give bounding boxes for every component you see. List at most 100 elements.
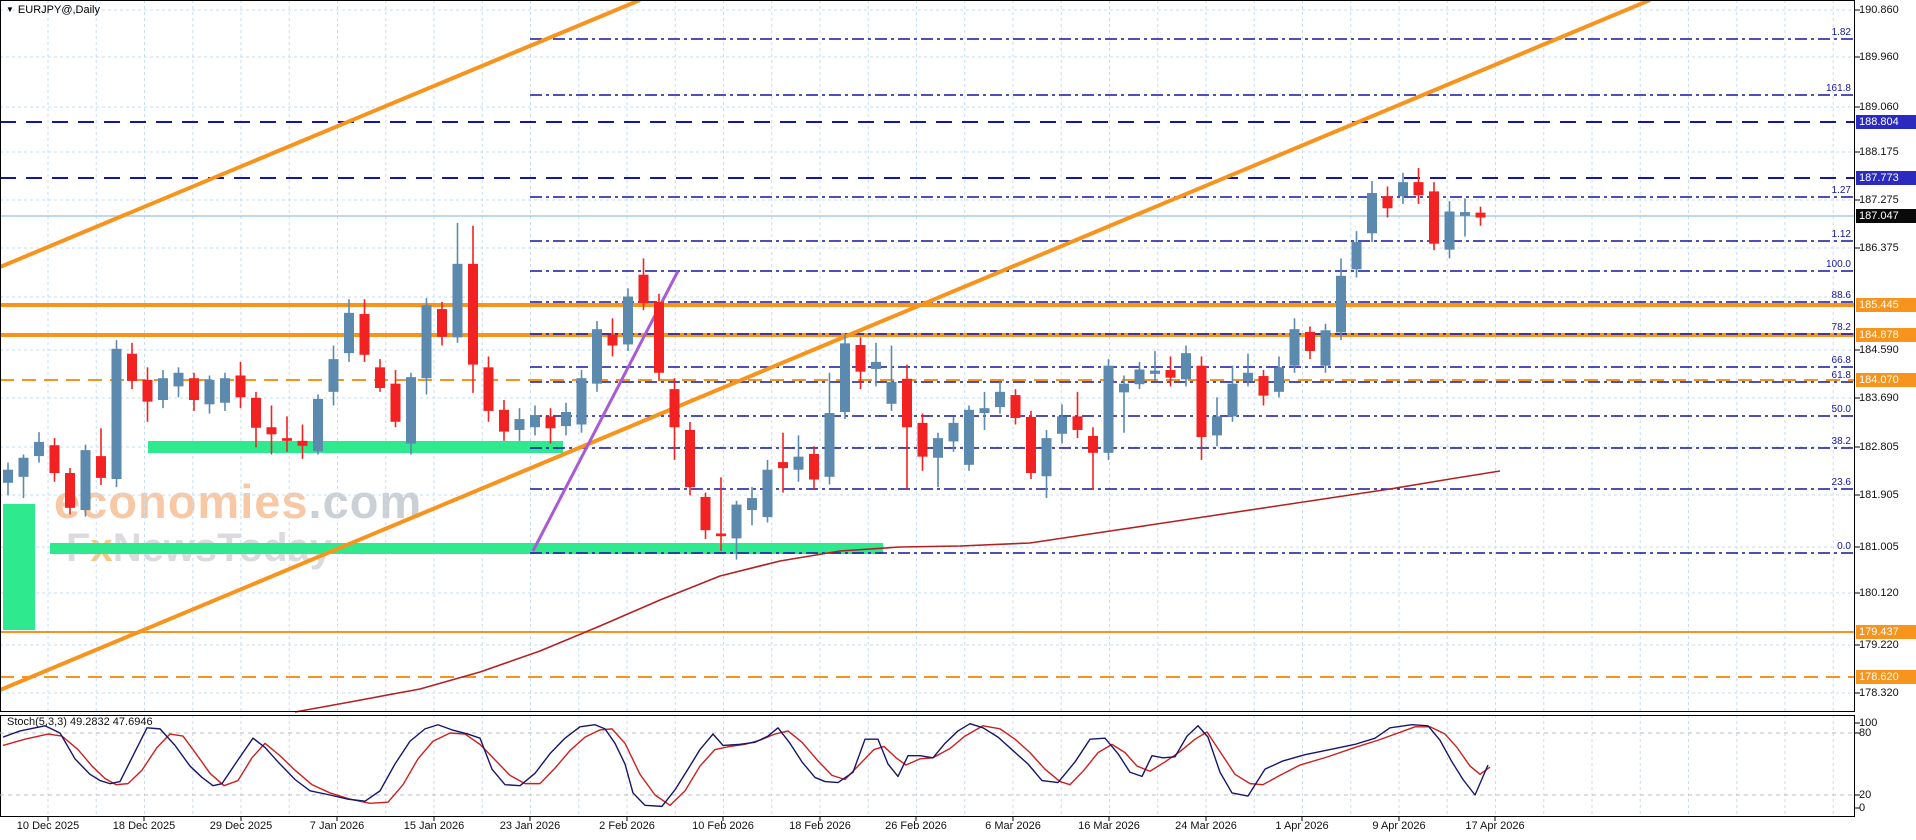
price-axis-label: 182.805	[1859, 441, 1899, 453]
price-axis-label: 190.860	[1859, 4, 1899, 16]
candle-body	[685, 429, 695, 488]
candle-body	[1165, 370, 1176, 378]
candle-body	[1475, 212, 1486, 218]
candle-body	[1072, 416, 1083, 430]
candle-body	[1444, 211, 1455, 250]
candle-body	[948, 422, 959, 442]
time-axis-label: 1 Apr 2026	[1275, 820, 1329, 832]
time-axis-label: 17 Apr 2026	[1465, 820, 1525, 832]
main-panel-border	[0, 0, 1855, 712]
support-zone	[50, 543, 883, 554]
moving-average-line	[294, 470, 1501, 713]
candle-body	[623, 296, 633, 345]
candle-body	[3, 469, 13, 483]
candle-body	[716, 533, 726, 537]
price-badge-blue: 187.773	[1856, 171, 1916, 185]
price-axis-label: 187.275	[1859, 194, 1899, 206]
price-axis-label: 189.060	[1859, 101, 1899, 113]
price-axis-label: 179.220	[1859, 639, 1899, 651]
candle-body	[142, 379, 153, 402]
candle-body	[1150, 370, 1160, 374]
candle-body	[282, 438, 292, 441]
candle-body	[793, 456, 804, 470]
candle-body	[468, 263, 478, 365]
time-axis-label: 7 Jan 2026	[309, 820, 365, 832]
candle-body	[173, 372, 184, 387]
candle-body	[80, 450, 91, 511]
time-axis-label: 10 Dec 2025	[16, 820, 80, 832]
candle-body	[390, 383, 401, 422]
candle-body	[747, 498, 757, 511]
candle-body	[328, 359, 339, 392]
symbol-text: EURJPY@,Daily	[17, 4, 100, 16]
fib-level-label: 1.82	[1831, 27, 1851, 38]
fib-level-label: 66.8	[1831, 355, 1851, 366]
price-axis-label: 183.690	[1859, 392, 1899, 404]
price-badge-orange: 185.445	[1856, 298, 1916, 312]
candle-body	[1243, 372, 1253, 381]
candle-body	[855, 344, 866, 372]
price-axis-label: 181.005	[1859, 541, 1899, 553]
candle-body	[1258, 376, 1269, 396]
fib-level-label: 161.8	[1825, 83, 1851, 94]
candle-body	[1196, 365, 1207, 438]
orange-channel-line	[0, 0, 641, 269]
candle-body	[437, 309, 447, 337]
fib-level-label: 78.2	[1831, 322, 1851, 333]
candle-body	[18, 457, 29, 477]
candle-body	[902, 378, 912, 428]
stoch-axis-label: 20	[1859, 789, 1872, 801]
price-badge-orange: 184.878	[1856, 328, 1916, 342]
candle-body	[1103, 365, 1114, 453]
candle-body	[65, 472, 75, 508]
price-badge-black: 187.047	[1856, 209, 1916, 223]
candle-body	[762, 469, 773, 518]
candle-body	[220, 378, 230, 403]
candle-body	[204, 379, 215, 405]
candle-body	[1181, 353, 1191, 380]
candle-body	[34, 441, 44, 457]
candle-body	[514, 419, 525, 430]
time-axis-label: 9 Apr 2026	[1372, 820, 1426, 832]
candle-body	[1336, 275, 1346, 333]
candle-body	[483, 367, 494, 411]
symbol-dropdown-icon[interactable]: ▼	[6, 5, 14, 14]
candle-body	[1010, 395, 1021, 418]
price-axis-label: 186.375	[1859, 242, 1899, 254]
candle-body	[344, 312, 354, 354]
candle-body	[561, 411, 571, 427]
price-badge-blue: 188.804	[1856, 115, 1916, 129]
candle-body	[809, 453, 819, 480]
candle-body	[654, 301, 664, 373]
fib-level-label: 1.12	[1831, 229, 1851, 240]
candle-body	[406, 377, 416, 444]
candle-body	[995, 391, 1005, 408]
time-axis-label: 18 Dec 2025	[112, 820, 176, 832]
candle-body	[545, 416, 556, 429]
candle-body	[1274, 367, 1284, 392]
candle-body	[111, 348, 122, 479]
stoch-axis-label: 80	[1859, 727, 1872, 739]
watermark-brand-suffix: .com	[308, 475, 423, 528]
stoch-signal-line	[2, 725, 1491, 807]
fib-level-label: 88.6	[1831, 290, 1851, 301]
fib-level-label: 1.27	[1831, 185, 1851, 196]
candle-body	[731, 504, 742, 539]
candle-body	[933, 438, 943, 458]
candle-body	[1041, 438, 1052, 477]
time-axis-label: 15 Jan 2026	[403, 820, 465, 832]
candle-body	[1398, 182, 1408, 197]
candle-body	[127, 353, 137, 381]
candle-body	[1382, 196, 1393, 209]
price-axis-label: 178.320	[1859, 687, 1899, 699]
time-axis-label: 18 Feb 2026	[789, 820, 851, 832]
symbol-timeframe-label[interactable]: ▼ EURJPY@,Daily	[6, 4, 100, 16]
fib-level-label: 38.2	[1831, 436, 1851, 447]
candle-body	[1305, 331, 1315, 351]
time-axis-label: 2 Feb 2026	[599, 820, 655, 832]
price-axis-label: 188.175	[1859, 146, 1899, 158]
candle-body	[1429, 191, 1439, 244]
support-zone	[3, 504, 35, 630]
price-axis-label: 184.590	[1859, 344, 1899, 356]
